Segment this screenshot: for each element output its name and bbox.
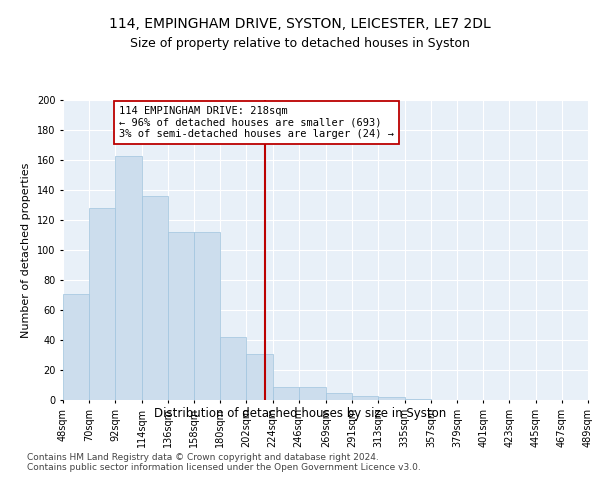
Text: 114, EMPINGHAM DRIVE, SYSTON, LEICESTER, LE7 2DL: 114, EMPINGHAM DRIVE, SYSTON, LEICESTER,…	[109, 18, 491, 32]
Bar	[142, 196, 168, 400]
Bar	[588, 397, 600, 400]
Bar	[272, 386, 299, 400]
Bar	[168, 232, 194, 400]
Bar	[404, 398, 431, 400]
Bar	[89, 208, 115, 400]
Y-axis label: Number of detached properties: Number of detached properties	[22, 162, 31, 338]
Bar	[194, 232, 220, 400]
Text: Distribution of detached houses by size in Syston: Distribution of detached houses by size …	[154, 408, 446, 420]
Bar	[247, 354, 272, 400]
Bar	[220, 337, 247, 400]
Bar	[63, 294, 89, 400]
Bar	[379, 397, 404, 400]
Text: Contains HM Land Registry data © Crown copyright and database right 2024.
Contai: Contains HM Land Registry data © Crown c…	[27, 452, 421, 472]
Text: 114 EMPINGHAM DRIVE: 218sqm
← 96% of detached houses are smaller (693)
3% of sem: 114 EMPINGHAM DRIVE: 218sqm ← 96% of det…	[119, 106, 394, 139]
Bar	[115, 156, 142, 400]
Bar	[326, 392, 352, 400]
Text: Size of property relative to detached houses in Syston: Size of property relative to detached ho…	[130, 38, 470, 51]
Bar	[352, 396, 379, 400]
Bar	[299, 386, 326, 400]
